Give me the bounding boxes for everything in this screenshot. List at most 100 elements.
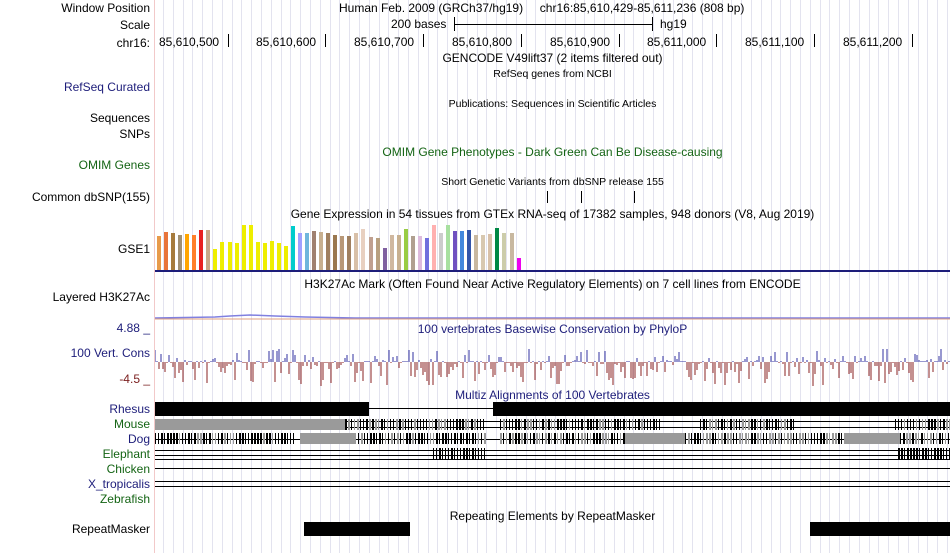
repeat-element[interactable] — [304, 522, 410, 536]
track-image[interactable]: Human Feb. 2009 (GRCh37/hg19) chr16:85,6… — [155, 0, 950, 553]
gtex-tissue-bar[interactable] — [340, 236, 345, 270]
gtex-tissue-bar[interactable] — [516, 258, 521, 270]
gtex-tissue-bar[interactable] — [347, 236, 352, 270]
gtex-tissue-bar[interactable] — [290, 226, 295, 270]
gtex-tissue-bar[interactable] — [269, 241, 274, 270]
gtex-tissue-bar[interactable] — [248, 225, 253, 270]
omim-genes-label[interactable]: OMIM Genes — [78, 158, 150, 172]
h3k27ac-label[interactable]: Layered H3K27Ac — [52, 290, 150, 304]
gtex-tissue-bar[interactable] — [276, 243, 281, 270]
gtex-tissue-bar[interactable] — [460, 231, 465, 270]
dbsnp-label[interactable]: Common dbSNP(155) — [31, 190, 150, 204]
gtex-tissue-bar[interactable] — [199, 230, 204, 270]
gencode-track-title[interactable]: GENCODE V49lift37 (2 items filtered out) — [442, 51, 663, 65]
gtex-tissue-bar[interactable] — [439, 233, 443, 270]
gtex-tissue-bar[interactable] — [262, 243, 267, 270]
gtex-tissue-bar[interactable] — [495, 228, 500, 270]
gtex-tissue-bar[interactable] — [312, 231, 317, 270]
gtex-tissue-bar[interactable] — [467, 230, 472, 270]
conservation-plot[interactable] — [155, 340, 950, 388]
gtex-tissue-bar[interactable] — [178, 235, 183, 270]
gtex-tissue-bar[interactable] — [283, 246, 288, 270]
gtex-tissue-bar[interactable] — [213, 249, 218, 270]
gtex-tissue-bar[interactable] — [192, 235, 197, 270]
gtex-tissue-bar[interactable] — [431, 225, 436, 270]
gtex-tissue-bar[interactable] — [333, 235, 338, 270]
conservation-label[interactable]: 100 Vert. Cons — [70, 346, 150, 360]
sequences-label[interactable]: Sequences — [89, 111, 150, 125]
species-zebrafish-label[interactable]: Zebrafish — [99, 492, 150, 506]
grid-line — [604, 0, 605, 553]
gtex-tissue-bar[interactable] — [424, 238, 429, 270]
gtex-tissue-bar[interactable] — [509, 233, 514, 270]
gtex-tissue-bar[interactable] — [298, 233, 302, 270]
gtex-tissue-bar[interactable] — [403, 229, 408, 270]
gtex-tissue-bar[interactable] — [326, 233, 331, 270]
gtex-tissue-bar[interactable] — [368, 237, 373, 270]
repeat-element[interactable] — [810, 522, 950, 536]
gtex-tissue-bar[interactable] — [396, 235, 401, 270]
gtex-tissue-bar[interactable] — [446, 225, 451, 270]
grid-line — [918, 0, 919, 553]
grid-line — [251, 0, 252, 553]
gtex-tissue-bar[interactable] — [171, 233, 176, 270]
alignment-dog[interactable] — [155, 433, 950, 445]
grid-line — [379, 0, 380, 553]
gtex-tissue-bar[interactable] — [382, 248, 387, 270]
gtex-tissue-bar[interactable] — [234, 243, 239, 270]
gtex-tissue-bar[interactable] — [354, 233, 359, 270]
snps-label[interactable]: SNPs — [119, 127, 150, 141]
grid-line — [320, 0, 321, 553]
grid-line — [212, 0, 213, 553]
gtex-bar-chart[interactable] — [155, 222, 535, 270]
grid-line — [183, 0, 184, 553]
gtex-tissue-bar[interactable] — [410, 236, 415, 270]
gtex-tissue-bar[interactable] — [157, 236, 161, 270]
alignment-mouse[interactable] — [155, 419, 950, 431]
gtex-tissue-bar[interactable] — [417, 236, 422, 270]
gtex-tissue-bar[interactable] — [481, 235, 486, 270]
gtex-tissue-bar[interactable] — [488, 234, 493, 270]
gtex-tissue-bar[interactable] — [227, 242, 232, 270]
grid-line — [810, 0, 811, 553]
gtex-tissue-bar[interactable] — [375, 238, 380, 270]
h3k27ac-signal[interactable] — [155, 310, 950, 322]
gtex-tissue-bar[interactable] — [255, 242, 260, 270]
alignment-elephant[interactable] — [155, 448, 950, 461]
grid-line — [682, 0, 683, 553]
gtex-tissue-bar[interactable] — [220, 242, 225, 270]
multiz-track-desc: Multiz Alignments of 100 Vertebrates — [455, 388, 650, 402]
grid-line — [232, 0, 233, 553]
gtex-tissue-bar[interactable] — [453, 231, 458, 270]
species-dog-label[interactable]: Dog — [127, 432, 150, 446]
gtex-label[interactable]: GSE1 — [117, 242, 150, 256]
grid-line — [614, 0, 615, 553]
refseq-curated-label[interactable]: RefSeq Curated — [63, 80, 150, 94]
gtex-tissue-bar[interactable] — [305, 233, 310, 270]
species-elephant-label[interactable]: Elephant — [102, 447, 150, 461]
grid-line — [771, 0, 772, 553]
gtex-tissue-bar[interactable] — [502, 233, 507, 270]
grid-line — [477, 0, 478, 553]
ruler-tick-label: 85,610,500 — [159, 35, 220, 49]
snp-variant[interactable] — [547, 191, 548, 203]
alignment-chicken[interactable] — [155, 468, 950, 469]
grid-line — [859, 0, 860, 553]
gtex-tissue-bar[interactable] — [241, 225, 246, 270]
grid-line — [839, 0, 840, 553]
species-chicken-label[interactable]: Chicken — [106, 462, 150, 476]
gtex-tissue-bar[interactable] — [185, 234, 190, 270]
gtex-tissue-bar[interactable] — [474, 235, 479, 270]
snp-variant[interactable] — [634, 191, 635, 203]
repeatmasker-label[interactable]: RepeatMasker — [71, 522, 150, 536]
gtex-tissue-bar[interactable] — [206, 230, 211, 270]
gtex-tissue-bar[interactable] — [389, 235, 394, 270]
species-rhesus-label[interactable]: Rhesus — [109, 402, 150, 416]
gtex-tissue-bar[interactable] — [319, 232, 324, 270]
grid-line — [398, 0, 399, 553]
gtex-tissue-bar[interactable] — [361, 229, 366, 270]
species-mouse-label[interactable]: Mouse — [113, 417, 150, 431]
gtex-tissue-bar[interactable] — [164, 232, 169, 270]
snp-variant[interactable] — [581, 191, 582, 203]
species-xtropicalis-label[interactable]: X_tropicalis — [87, 477, 150, 491]
